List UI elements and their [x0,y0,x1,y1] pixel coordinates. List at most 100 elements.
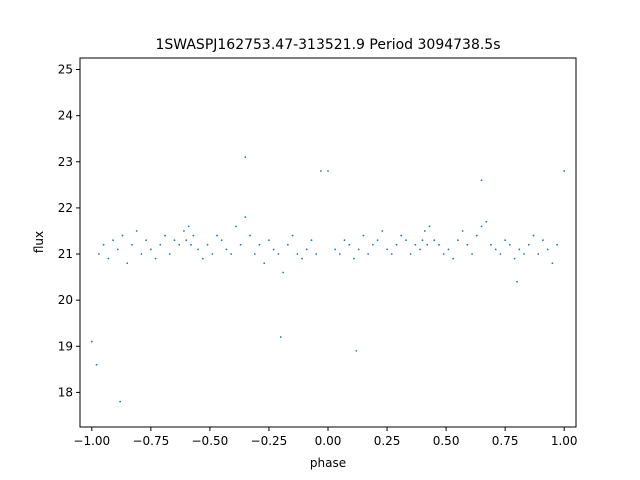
scatter-point [140,253,143,255]
scatter-point [513,257,516,260]
scatter-point [90,340,93,343]
scatter-point [301,257,303,260]
scatter-point [282,271,285,274]
x-tick-label: 1.00 [551,434,578,448]
scatter-point [475,234,478,237]
scatter-point [168,253,171,255]
scatter-point [201,257,204,260]
scatter-point [327,170,329,172]
scatter-point [381,230,384,232]
scatter-point [376,239,379,242]
scatter-point [296,253,299,255]
scatter-point [532,234,535,237]
scatter-point [258,243,261,246]
scatter-point [367,253,370,255]
scatter-point [249,234,251,237]
y-tick-label: 25 [58,63,73,77]
scatter-point [414,243,417,246]
scatter-point [239,243,242,246]
scatter-point [386,248,388,251]
scatter-point [263,262,266,265]
scatter-point [348,243,351,246]
scatter-point [334,248,336,251]
scatter-point [95,363,98,366]
x-tick-label: 0.25 [374,434,401,448]
scatter-point [537,253,540,255]
y-tick-label: 22 [58,201,73,215]
scatter-point [400,234,403,237]
scatter-point [272,248,275,251]
x-tick-label: 0.00 [315,434,342,448]
x-tick-label: −0.50 [192,434,229,448]
scatter-point [220,239,223,242]
scatter-point [135,230,138,232]
scatter-point [461,230,464,232]
scatter-point [192,234,195,237]
scatter-point [338,253,341,255]
scatter-point [563,170,566,172]
scatter-point [457,239,459,242]
scatter-point [405,239,407,242]
scatter-point [244,156,247,159]
scatter-point [551,262,554,265]
scatter-point [315,253,318,255]
scatter-point [494,248,497,251]
scatter-point [183,230,185,232]
scatter-point [305,248,308,251]
x-tick-label: 0.50 [433,434,460,448]
chart-title: 1SWASPJ162753.47-313521.9 Period 3094738… [155,37,500,53]
scatter-point [206,243,209,246]
scatter-point [185,239,188,242]
scatter-point [395,243,398,246]
scatter-point [508,243,511,246]
scatter-point [371,243,374,246]
scatter-point [277,253,280,255]
scatter-point [452,257,455,260]
scatter-point [291,234,294,237]
scatter-point [409,253,412,255]
y-tick-label: 24 [58,109,73,123]
scatter-point [419,248,422,251]
scatter-point [154,257,157,260]
y-tick-label: 20 [58,293,73,307]
scatter-point [230,253,233,255]
scatter-point [353,257,355,260]
y-axis: 18 19 20 21 22 23 24 25 [58,63,80,399]
x-tick-label: −0.25 [251,434,288,448]
scatter-point [442,253,445,255]
scatter-point [279,336,282,338]
scatter-point [268,239,270,242]
scatter-point [438,243,440,246]
scatter-point [320,170,322,172]
scatter-point [164,234,166,237]
scatter-point [485,220,488,223]
y-tick-label: 19 [58,339,73,353]
scatter-point [173,239,176,242]
scatter-point [216,234,218,237]
scatter-point [546,248,549,251]
scatter-point [357,248,360,251]
scatter-point [362,234,365,237]
x-tick-label: 0.75 [492,434,519,448]
scatter-point [286,243,289,246]
scatter-point [145,239,148,242]
scatter-point [197,248,200,251]
y-tick-label: 18 [58,385,73,399]
scatter-point [116,248,119,251]
scatter-point [253,253,256,255]
x-tick-label: −1.00 [73,434,110,448]
scatter-point [244,216,247,219]
scatter-point [355,349,358,352]
scatter-point [107,257,110,260]
scatter-point [426,243,429,246]
scatter-point [542,239,544,242]
scatter-point [490,243,492,246]
scatter-point [504,239,507,242]
scatter-point [480,179,483,182]
scatter-point [556,243,558,246]
x-axis-label: phase [310,456,346,470]
scatter-point [119,400,122,403]
scatter-point [471,253,473,255]
